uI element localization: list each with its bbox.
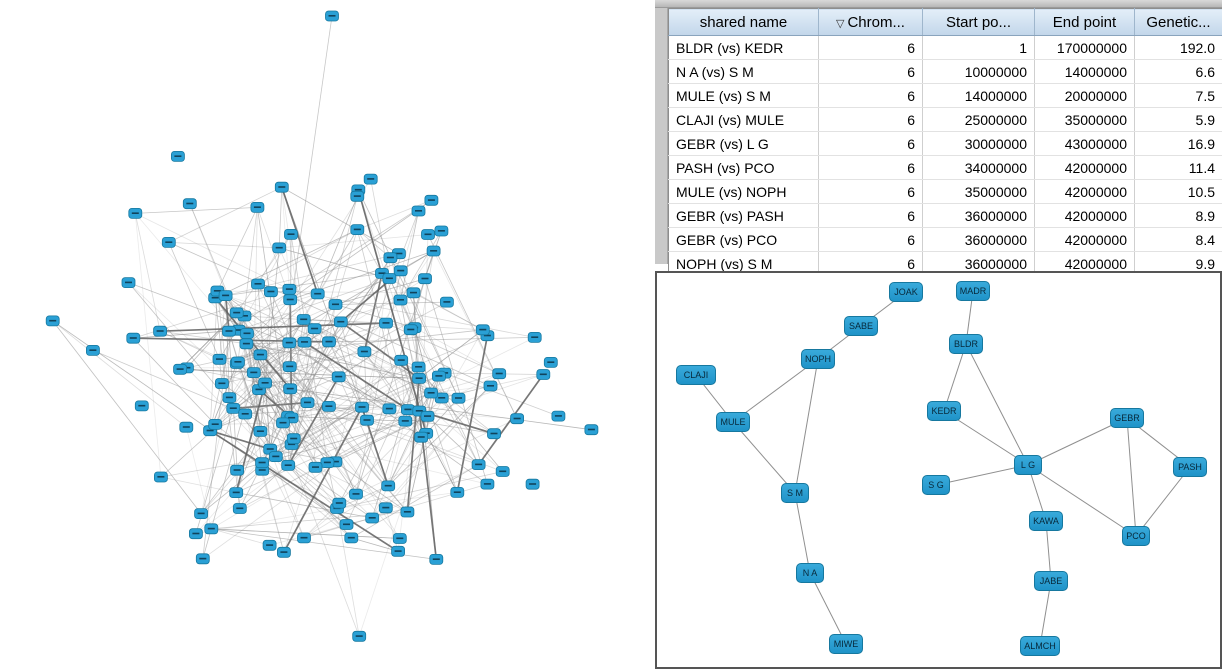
table-cell[interactable]: 42000000 — [1034, 179, 1135, 204]
vertical-scrollbar[interactable] — [655, 8, 668, 264]
column-header-label: End point — [1052, 13, 1117, 31]
table-cell[interactable]: 6 — [818, 59, 923, 84]
subnetwork-node[interactable]: PCO — [1122, 526, 1150, 546]
main-network-view[interactable] — [0, 0, 655, 669]
table-cell[interactable]: 6 — [818, 155, 923, 180]
subnetwork-node[interactable]: N A — [796, 563, 824, 583]
table-cell[interactable]: 11.4 — [1134, 155, 1222, 180]
attribute-table: shared name ▽ Chrom... Start po... End point… — [668, 8, 1222, 276]
column-header-label: shared name — [699, 13, 788, 31]
table-cell[interactable]: 6 — [818, 131, 923, 156]
table-row[interactable]: N A (vs) S M 6 10000000 14000000 6.6 — [668, 59, 1222, 84]
table-cell[interactable]: 16.9 — [1134, 131, 1222, 156]
table-cell[interactable]: MULE (vs) NOPH — [668, 179, 819, 204]
table-cell[interactable]: 8.9 — [1134, 203, 1222, 228]
table-cell[interactable]: 10.5 — [1134, 179, 1222, 204]
table-cell[interactable]: 35000000 — [1034, 107, 1135, 132]
subnetwork-node[interactable]: CLAJI — [676, 365, 716, 385]
table-cell[interactable]: 6 — [818, 227, 923, 252]
table-cell[interactable]: 36000000 — [922, 203, 1035, 228]
subnetwork-node[interactable]: BLDR — [949, 334, 983, 354]
table-cell[interactable]: 7.5 — [1134, 83, 1222, 108]
subnetwork-node[interactable]: GEBR — [1110, 408, 1144, 428]
table-cell[interactable]: 30000000 — [922, 131, 1035, 156]
table-row[interactable]: CLAJI (vs) MULE 6 25000000 35000000 5.9 — [668, 107, 1222, 132]
table-cell[interactable]: 43000000 — [1034, 131, 1135, 156]
subnetwork-view[interactable]: JOAK MADR SABE BLDR NOPH CLAJI KEDR GEBR MULE L G… — [657, 273, 1220, 667]
table-row[interactable]: PASH (vs) PCO 6 34000000 42000000 11.4 — [668, 155, 1222, 180]
subnetwork-node[interactable]: KAWA — [1029, 511, 1063, 531]
table-cell[interactable]: BLDR (vs) KEDR — [668, 35, 819, 60]
column-header[interactable]: shared name — [668, 8, 819, 36]
table-panel: shared name ▽ Chrom... Start po... End point… — [655, 0, 1222, 276]
table-cell[interactable]: 6 — [818, 107, 923, 132]
table-cell[interactable]: CLAJI (vs) MULE — [668, 107, 819, 132]
table-cell[interactable]: 5.9 — [1134, 107, 1222, 132]
table-row[interactable]: BLDR (vs) KEDR 6 1 170000000 192.0 — [668, 35, 1222, 60]
table-row[interactable]: GEBR (vs) PASH 6 36000000 42000000 8.9 — [668, 203, 1222, 228]
table-cell[interactable]: 6 — [818, 179, 923, 204]
subnetwork-node[interactable]: MADR — [956, 281, 990, 301]
table-body: BLDR (vs) KEDR 6 1 170000000 192.0 N A (vs) S… — [668, 35, 1222, 276]
subnetwork-node[interactable]: NOPH — [801, 349, 835, 369]
table-top-strip — [655, 0, 1222, 8]
table-cell[interactable]: 34000000 — [922, 155, 1035, 180]
table-row[interactable]: MULE (vs) S M 6 14000000 20000000 7.5 — [668, 83, 1222, 108]
subnetwork-node[interactable]: S G — [922, 475, 950, 495]
table-row[interactable]: MULE (vs) NOPH 6 35000000 42000000 10.5 — [668, 179, 1222, 204]
table-cell[interactable]: 35000000 — [922, 179, 1035, 204]
table-cell[interactable]: 42000000 — [1034, 227, 1135, 252]
column-header-label: Genetic... — [1146, 13, 1211, 31]
column-header-label: Start po... — [945, 13, 1012, 31]
table-cell[interactable]: 10000000 — [922, 59, 1035, 84]
subnetwork-node[interactable]: SABE — [844, 316, 878, 336]
table-cell[interactable]: 6 — [818, 83, 923, 108]
main-network-canvas[interactable] — [0, 0, 655, 669]
table-cell[interactable]: GEBR (vs) PASH — [668, 203, 819, 228]
subnetwork-node[interactable]: MIWE — [829, 634, 863, 654]
filter-sort-icon[interactable]: ▽ — [836, 17, 845, 30]
subnetwork-node[interactable]: JOAK — [889, 282, 923, 302]
table-cell[interactable]: 6 — [818, 35, 923, 60]
table-cell[interactable]: 14000000 — [1034, 59, 1135, 84]
table-cell[interactable]: N A (vs) S M — [668, 59, 819, 84]
subnetwork-node[interactable]: PASH — [1173, 457, 1207, 477]
column-header[interactable]: ▽ Chrom... — [818, 8, 923, 36]
subnetwork-node[interactable]: ALMCH — [1020, 636, 1060, 656]
table-cell[interactable]: 192.0 — [1134, 35, 1222, 60]
column-header[interactable]: End point — [1034, 8, 1135, 36]
table-cell[interactable]: GEBR (vs) PCO — [668, 227, 819, 252]
column-header[interactable]: Genetic... — [1134, 8, 1222, 36]
subnetwork-panel: JOAK MADR SABE BLDR NOPH CLAJI KEDR GEBR MULE L G… — [655, 271, 1222, 669]
table-cell[interactable]: 42000000 — [1034, 155, 1135, 180]
subnetwork-node[interactable]: KEDR — [927, 401, 961, 421]
column-header[interactable]: Start po... — [922, 8, 1035, 36]
table-cell[interactable]: GEBR (vs) L G — [668, 131, 819, 156]
table-header-row: shared name ▽ Chrom... Start po... End point… — [668, 8, 1222, 36]
column-header-label: Chrom... — [847, 13, 905, 31]
table-cell[interactable]: 14000000 — [922, 83, 1035, 108]
table-cell[interactable]: 8.4 — [1134, 227, 1222, 252]
table-row[interactable]: GEBR (vs) PCO 6 36000000 42000000 8.4 — [668, 227, 1222, 252]
table-cell[interactable]: 25000000 — [922, 107, 1035, 132]
subnetwork-node[interactable]: MULE — [716, 412, 750, 432]
table-row[interactable]: GEBR (vs) L G 6 30000000 43000000 16.9 — [668, 131, 1222, 156]
table-cell[interactable]: 20000000 — [1034, 83, 1135, 108]
table-cell[interactable]: PASH (vs) PCO — [668, 155, 819, 180]
table-cell[interactable]: MULE (vs) S M — [668, 83, 819, 108]
table-cell[interactable]: 6 — [818, 203, 923, 228]
table-cell[interactable]: 170000000 — [1034, 35, 1135, 60]
table-cell[interactable]: 42000000 — [1034, 203, 1135, 228]
subnetwork-node[interactable]: L G — [1014, 455, 1042, 475]
table-cell[interactable]: 1 — [922, 35, 1035, 60]
subnetwork-edges — [695, 290, 1191, 647]
subnetwork-node[interactable]: S M — [781, 483, 809, 503]
table-cell[interactable]: 36000000 — [922, 227, 1035, 252]
subnetwork-node[interactable]: JABE — [1034, 571, 1068, 591]
table-cell[interactable]: 6.6 — [1134, 59, 1222, 84]
